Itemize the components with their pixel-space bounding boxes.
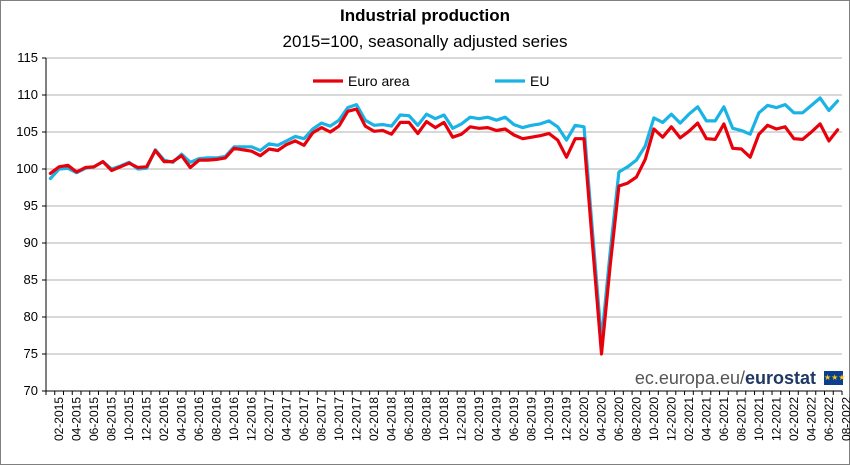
series-lines bbox=[48, 96, 840, 356]
brand-domain: ec.europa.eu/ bbox=[634, 368, 745, 388]
chart-subtitle: 2015=100, seasonally adjusted series bbox=[282, 32, 568, 51]
y-tick-label-110: 110 bbox=[17, 87, 38, 102]
y-tick-label-70: 70 bbox=[24, 383, 38, 398]
x-tick-label: 10-2020 bbox=[647, 397, 661, 441]
y-tick-label-75: 75 bbox=[24, 346, 38, 361]
x-tick-label: 06-2018 bbox=[402, 397, 416, 441]
x-axis-ticks: 02-2015 04-2015 06-2015 08-2015 10-2015 12-20… bbox=[45, 391, 850, 441]
x-tick-label: 08-2019 bbox=[524, 397, 538, 441]
x-tick-label: 08-2015 bbox=[105, 397, 119, 441]
x-tick-label: 06-2015 bbox=[87, 397, 101, 441]
x-tick-label: 02-2021 bbox=[682, 397, 696, 441]
x-tick-label: 12-2019 bbox=[559, 397, 573, 441]
axes bbox=[45, 58, 842, 392]
x-tick-label: 12-2018 bbox=[454, 397, 468, 441]
x-tick-label: 12-2021 bbox=[769, 397, 783, 441]
x-tick-label: 06-2022 bbox=[822, 397, 836, 441]
x-tick-label: 02-2018 bbox=[367, 397, 381, 441]
y-tick-label-80: 80 bbox=[24, 309, 38, 324]
brand-name: eurostat bbox=[744, 368, 816, 388]
x-tick-label: 02-2022 bbox=[787, 397, 801, 441]
y-tick-label-115: 115 bbox=[17, 50, 38, 65]
y-tick-label-95: 95 bbox=[24, 198, 38, 213]
x-tick-label: 10-2015 bbox=[122, 397, 136, 441]
x-tick-label: 08-2018 bbox=[420, 397, 434, 441]
x-tick-label: 06-2021 bbox=[717, 397, 731, 441]
x-tick-label: 04-2021 bbox=[699, 397, 713, 441]
x-tick-label: 08-2016 bbox=[210, 397, 224, 441]
x-tick-label: 06-2017 bbox=[297, 397, 311, 441]
x-tick-label: 08-2020 bbox=[629, 397, 643, 441]
x-tick-label: 12-2016 bbox=[245, 397, 259, 441]
x-tick-label: 08-2022 bbox=[839, 397, 850, 441]
x-tick-label: 02-2020 bbox=[577, 397, 591, 441]
series-line-euro-area bbox=[48, 107, 840, 356]
y-tick-label-90: 90 bbox=[24, 235, 38, 250]
x-tick-label: 02-2016 bbox=[157, 397, 171, 441]
legend-label-euro-area: Euro area bbox=[348, 73, 410, 89]
x-tick-label: 02-2015 bbox=[52, 397, 66, 441]
eu-flag-icon: ★★★ bbox=[824, 371, 846, 385]
x-tick-label: 02-2017 bbox=[262, 397, 276, 441]
x-tick-label: 10-2018 bbox=[437, 397, 451, 441]
x-tick-label: 04-2022 bbox=[804, 397, 818, 441]
x-tick-label: 02-2019 bbox=[472, 397, 486, 441]
y-axis-ticks: 70 75 80 85 90 95 100 105 110 115 bbox=[16, 50, 46, 398]
eurostat-brand: ec.europa.eu/eurostat bbox=[635, 368, 816, 389]
x-tick-label: 12-2015 bbox=[140, 397, 154, 441]
x-tick-label: 12-2017 bbox=[350, 397, 364, 441]
x-tick-label: 04-2020 bbox=[594, 397, 608, 441]
x-tick-label: 10-2017 bbox=[332, 397, 346, 441]
x-tick-label: 04-2018 bbox=[385, 397, 399, 441]
x-tick-label: 10-2016 bbox=[227, 397, 241, 441]
legend: Euro area EU bbox=[313, 73, 549, 89]
legend-label-eu: EU bbox=[530, 73, 549, 89]
x-tick-label: 06-2016 bbox=[192, 397, 206, 441]
x-tick-label: 04-2016 bbox=[175, 397, 189, 441]
x-tick-label: 04-2015 bbox=[70, 397, 84, 441]
x-tick-label: 12-2020 bbox=[664, 397, 678, 441]
y-tick-label-105: 105 bbox=[16, 124, 38, 139]
gridlines bbox=[46, 57, 842, 392]
y-tick-label-100: 100 bbox=[16, 161, 38, 176]
x-tick-label: 04-2019 bbox=[489, 397, 503, 441]
x-tick-label: 08-2021 bbox=[734, 397, 748, 441]
x-tick-label: 10-2021 bbox=[752, 397, 766, 441]
x-tick-label: 08-2017 bbox=[315, 397, 329, 441]
x-tick-label: 10-2019 bbox=[542, 397, 556, 441]
y-tick-label-85: 85 bbox=[24, 272, 38, 287]
chart-title: Industrial production bbox=[340, 6, 510, 25]
x-tick-label: 04-2017 bbox=[280, 397, 294, 441]
x-tick-label: 06-2019 bbox=[507, 397, 521, 441]
x-tick-label: 06-2020 bbox=[612, 397, 626, 441]
